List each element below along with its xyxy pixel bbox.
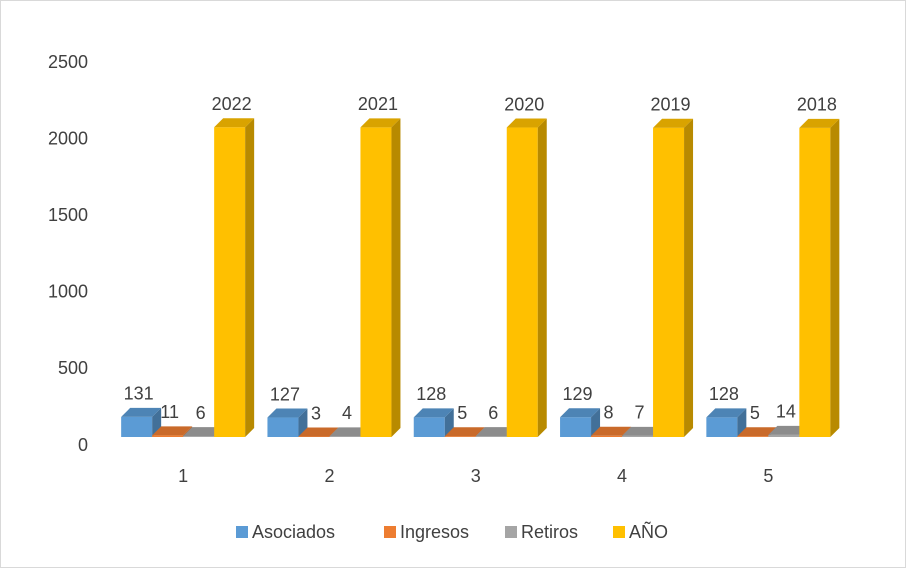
data-label: 6 [196,403,206,423]
bar-front [591,435,623,437]
bar-front [737,436,769,437]
bar-top [360,118,401,128]
bar-front [560,417,592,437]
y-tick-label: 2500 [48,52,88,72]
bar-front [706,417,738,437]
bar-front [329,436,361,437]
data-label: 11 [160,402,179,422]
bar-top [267,408,308,418]
data-label: 2019 [651,94,691,114]
data-label: 127 [270,384,300,404]
bar-top [121,407,162,417]
bar [706,408,747,437]
data-label: 6 [488,403,498,423]
data-label: 2020 [504,94,544,114]
legend-label: Asociados [252,522,335,542]
bar [267,408,308,437]
bar-side [245,118,255,437]
bar-top [799,118,840,128]
bar-front [152,435,184,437]
legend-swatch [384,526,396,538]
bar-front [267,417,299,437]
bar [506,118,547,437]
bar-top [506,118,547,128]
data-label: 8 [604,403,614,423]
bar-front [214,127,246,437]
data-label: 129 [563,384,593,404]
y-tick-label: 1500 [48,205,88,225]
data-label: 128 [709,384,739,404]
bar-side [684,118,694,437]
x-tick-label: 4 [617,466,627,486]
bar [560,408,601,437]
y-tick-label: 1000 [48,282,88,302]
x-tick-label: 3 [471,466,481,486]
bar [799,118,840,437]
bar [653,118,694,437]
x-tick-label: 1 [178,466,188,486]
bar-top [298,427,339,437]
bar-front [444,436,476,437]
y-tick-label: 2000 [48,128,88,148]
bar-front [475,436,507,437]
bar-top [706,408,747,418]
data-label: 131 [124,384,154,404]
data-label: 14 [776,402,796,422]
bar-top [475,427,516,437]
y-tick-label: 0 [78,435,88,455]
bar-front [413,417,445,437]
legend-swatch [505,526,517,538]
bar [360,118,401,437]
bar-side [391,118,401,437]
x-tick-label: 5 [763,466,773,486]
y-tick-label: 500 [58,358,88,378]
legend-swatch [236,526,248,538]
bar-top [444,427,485,437]
data-label: 128 [416,384,446,404]
data-label: 2018 [797,95,837,115]
bar-side [537,118,547,437]
bar-top [737,427,778,437]
bar-top [622,426,663,436]
data-label: 4 [342,403,352,423]
x-tick-label: 2 [324,466,334,486]
bar-side [830,118,840,437]
bar-top [214,118,255,128]
bar-front [622,435,654,437]
bar-front [799,127,831,437]
data-label: 3 [311,403,321,423]
legend-label: AÑO [629,521,668,542]
legend-label: Retiros [521,522,578,542]
bar-front [653,127,685,437]
bar-top [560,408,601,418]
bar-front [506,127,538,437]
data-label: 5 [750,403,760,423]
bar-top [183,427,224,437]
bar-top [591,426,632,436]
bar [413,408,454,437]
bar-front [360,127,392,437]
bar-top [413,408,454,418]
bar-front [768,434,800,437]
bar-top [152,426,193,436]
data-label: 2021 [358,94,398,114]
data-label: 7 [635,403,645,423]
bar-top [329,427,370,437]
bar [121,407,162,437]
data-label: 5 [457,403,467,423]
legend-swatch [613,526,625,538]
bar-front [121,416,153,437]
bar-top [653,118,694,128]
legend-label: Ingresos [400,522,469,542]
bar-front [183,436,215,437]
data-label: 2022 [212,94,252,114]
bar [214,118,255,437]
bar-top [768,425,809,435]
